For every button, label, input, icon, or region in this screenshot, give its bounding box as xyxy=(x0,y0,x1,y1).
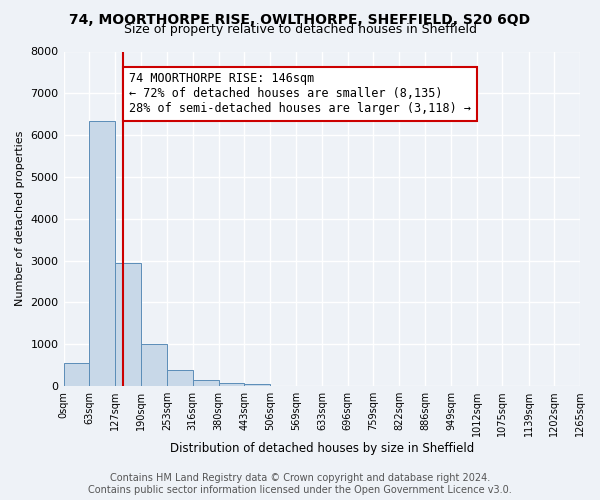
Text: Contains HM Land Registry data © Crown copyright and database right 2024.
Contai: Contains HM Land Registry data © Crown c… xyxy=(88,474,512,495)
Bar xyxy=(141,344,167,386)
Bar xyxy=(64,363,89,386)
Bar xyxy=(167,370,193,386)
Text: 74, MOORTHORPE RISE, OWLTHORPE, SHEFFIELD, S20 6QD: 74, MOORTHORPE RISE, OWLTHORPE, SHEFFIEL… xyxy=(70,12,530,26)
X-axis label: Distribution of detached houses by size in Sheffield: Distribution of detached houses by size … xyxy=(170,442,474,455)
Bar xyxy=(218,382,244,386)
Bar xyxy=(89,120,115,386)
Y-axis label: Number of detached properties: Number of detached properties xyxy=(15,131,25,306)
Text: 74 MOORTHORPE RISE: 146sqm
← 72% of detached houses are smaller (8,135)
28% of s: 74 MOORTHORPE RISE: 146sqm ← 72% of deta… xyxy=(129,72,471,116)
Text: Size of property relative to detached houses in Sheffield: Size of property relative to detached ho… xyxy=(124,24,476,36)
Bar xyxy=(193,380,218,386)
Bar xyxy=(115,262,141,386)
Bar xyxy=(244,384,270,386)
